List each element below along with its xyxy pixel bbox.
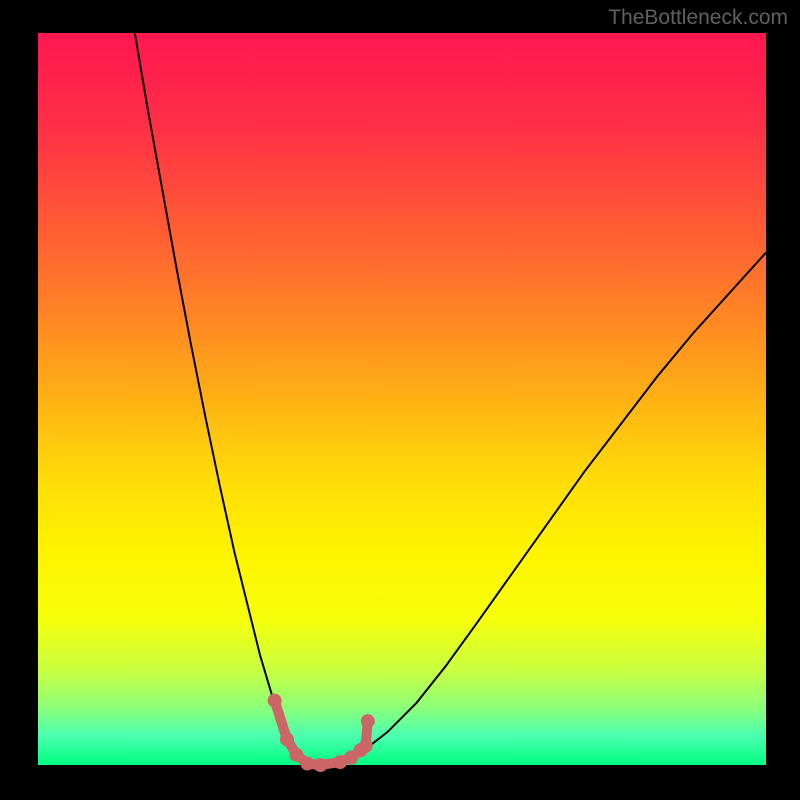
marker-dot bbox=[280, 732, 294, 746]
marker-dot bbox=[361, 714, 375, 728]
marker-dot bbox=[359, 739, 373, 753]
chart-svg bbox=[0, 0, 800, 800]
marker-dot bbox=[289, 748, 303, 762]
watermark-text: TheBottleneck.com bbox=[608, 6, 788, 30]
marker-dot bbox=[300, 757, 314, 771]
marker-dot bbox=[268, 694, 282, 708]
marker-dot bbox=[313, 758, 327, 772]
chart-stage: TheBottleneck.com bbox=[0, 0, 800, 800]
plot-background bbox=[38, 33, 766, 765]
